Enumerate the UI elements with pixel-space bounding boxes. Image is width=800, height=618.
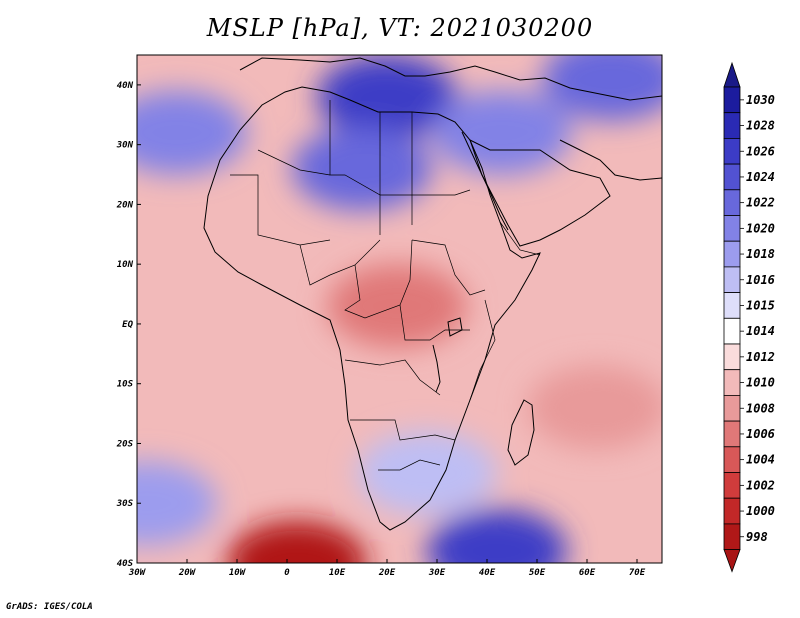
colorbar-swatch — [723, 317, 741, 345]
pressure-blobs — [137, 55, 662, 563]
pressure-arabia-high — [432, 90, 572, 175]
border-sudan-south — [411, 239, 486, 296]
colorbar-label: 1030 — [746, 93, 775, 107]
colorbar-swatch — [723, 446, 741, 473]
colorbar-label: 1018 — [746, 247, 775, 261]
arabia-coastline — [469, 139, 611, 247]
grads-credit: GrADS: IGES/COLA — [6, 602, 93, 612]
border-drc-east — [399, 304, 470, 341]
colorbar-swatch — [723, 163, 741, 191]
colorbar-swatch — [723, 292, 741, 319]
map-title: MSLP [hPa], VT: 2021030200 — [206, 14, 594, 42]
colorbar: 1030 1028 1026 1024 1022 1020 1018 1016 1015 1014… — [723, 61, 775, 573]
colorbar-swatch — [723, 472, 741, 499]
colorbar-label: 1006 — [746, 427, 775, 441]
lat-tick-label: 20N — [116, 200, 134, 210]
madagascar-coastline — [507, 399, 535, 466]
pressure-asia-high — [542, 55, 662, 121]
pressure-field — [137, 55, 662, 563]
colorbar-label: 1004 — [746, 453, 775, 467]
border-niger-nigeria — [299, 239, 381, 286]
colorbar-swatch — [723, 112, 741, 139]
colorbar-swatch — [723, 420, 741, 448]
lon-tick-label: 20W — [178, 568, 197, 578]
lon-tick-label: 60E — [579, 568, 596, 578]
colorbar-label: 1015 — [746, 298, 775, 312]
colorbar-label: 998 — [746, 530, 768, 544]
colorbar-swatch — [723, 343, 741, 371]
country-borders — [230, 100, 541, 471]
colorbar-label: 1022 — [746, 196, 775, 210]
border-southafrica — [378, 459, 441, 471]
pressure-mid-atlantic-high — [137, 90, 247, 175]
colorbar-label: 1008 — [746, 401, 775, 415]
pressure-south-africa-high — [357, 431, 497, 516]
lat-tick-label: 40N — [117, 81, 134, 91]
lon-tick-label: 30E — [428, 568, 446, 578]
pressure-south-atlantic-low — [227, 521, 367, 563]
lon-tick-label: 10W — [229, 568, 247, 578]
colorbar-swatch — [723, 86, 741, 114]
border-namibia-botswana — [350, 419, 456, 441]
colorbar-label: 1028 — [746, 119, 775, 133]
border-angola-zambia — [344, 359, 441, 396]
lon-tick-label: 10E — [329, 568, 346, 578]
colorbar-label: 1002 — [746, 478, 775, 492]
colorbar-swatch — [723, 266, 741, 293]
colorbar-label: 1024 — [746, 170, 775, 184]
lat-tick-label: 20S — [116, 439, 134, 449]
colorbar-swatch — [723, 369, 741, 396]
lon-tick-label: 0 — [284, 568, 290, 578]
africa-coastline — [203, 86, 541, 531]
lat-tick-label: 10N — [117, 260, 134, 270]
lat-tick-label: EQ — [122, 320, 133, 330]
europe-coastline — [239, 57, 662, 101]
border-algeria-libya — [329, 100, 381, 235]
pressure-indian-ocean-low — [527, 365, 662, 450]
colorbar-swatch — [723, 523, 741, 551]
red-sea-coastline — [461, 131, 509, 231]
colorbar-label: 1014 — [746, 324, 775, 338]
colorbar-swatch — [723, 394, 741, 422]
border-mauritania-mali — [230, 174, 331, 246]
axis-ticks: 30W 20W 10W 0 10E 20E 30E 40E 50E 60E 70E 40N 30N 20N… — [116, 81, 646, 578]
border-egypt-sudan — [411, 112, 471, 196]
colorbar-label: 1000 — [746, 504, 775, 518]
lon-tick-label: 40E — [479, 568, 496, 578]
colorbar-swatch — [723, 497, 741, 525]
colorbar-label: 1026 — [746, 144, 775, 158]
border-libya-chad — [379, 112, 413, 225]
lat-tick-label: 30S — [116, 499, 134, 509]
colorbar-swatch — [723, 215, 741, 242]
colorbar-label: 1016 — [746, 273, 775, 287]
colorbar-bottom-arrow — [723, 549, 741, 573]
lon-tick-label: 20E — [378, 568, 396, 578]
colorbar-swatch — [723, 189, 741, 216]
colorbar-label: 1012 — [746, 350, 775, 364]
coastlines — [203, 57, 662, 531]
lake-tanganyika — [432, 344, 441, 393]
colorbar-swatch — [723, 137, 741, 165]
colorbar-swatch — [723, 240, 741, 268]
border-tanzania — [469, 299, 496, 401]
border-cameroon-car — [344, 239, 413, 319]
lon-tick-label: 50E — [529, 568, 546, 578]
colorbar-label: 1010 — [746, 376, 775, 390]
border-ethiopia-somalia — [499, 221, 541, 256]
lat-tick-label: 40S — [117, 559, 134, 569]
lat-tick-label: 10S — [117, 380, 134, 390]
pressure-south-atlantic-high — [137, 461, 217, 546]
colorbar-label: 1020 — [746, 221, 775, 235]
pressure-southern-indian-high — [427, 509, 567, 563]
lon-tick-label: 70E — [629, 568, 646, 578]
pressure-sahara-high — [292, 126, 432, 211]
border-algeria-mali — [257, 149, 331, 176]
colorbar-top-arrow — [723, 61, 741, 88]
persian-gulf-coastline — [559, 139, 662, 181]
lat-tick-label: 30N — [116, 141, 134, 151]
map-frame — [136, 54, 663, 564]
lon-tick-label: 30W — [128, 568, 147, 578]
